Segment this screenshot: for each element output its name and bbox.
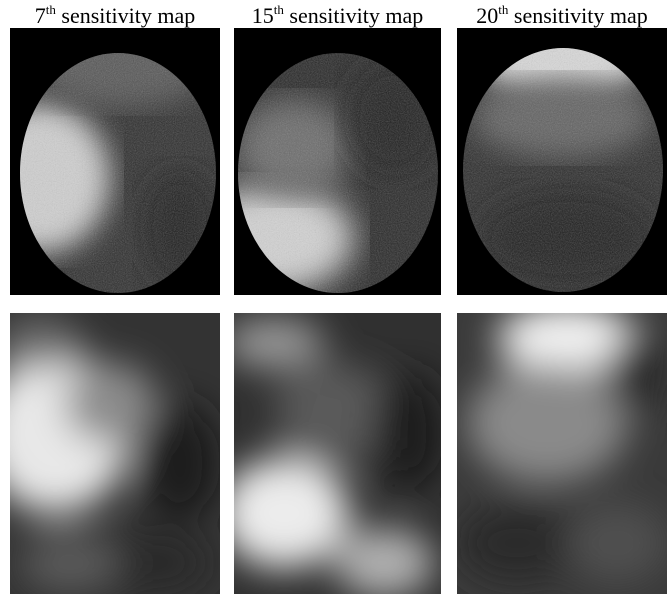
column-title-7: 7th sensitivity map	[34, 2, 196, 28]
raw-sensitivity-map-20	[457, 28, 667, 295]
raw-sensitivity-map-7	[10, 28, 220, 295]
smoothed-sensitivity-map-15	[234, 313, 441, 594]
raw-sensitivity-map-15	[234, 28, 441, 295]
column-title-20: 20th sensitivity map	[476, 2, 648, 28]
smoothed-sensitivity-map-7	[10, 313, 220, 594]
smoothed-sensitivity-map-20	[457, 313, 667, 594]
column-title-15: 15th sensitivity map	[251, 2, 424, 28]
